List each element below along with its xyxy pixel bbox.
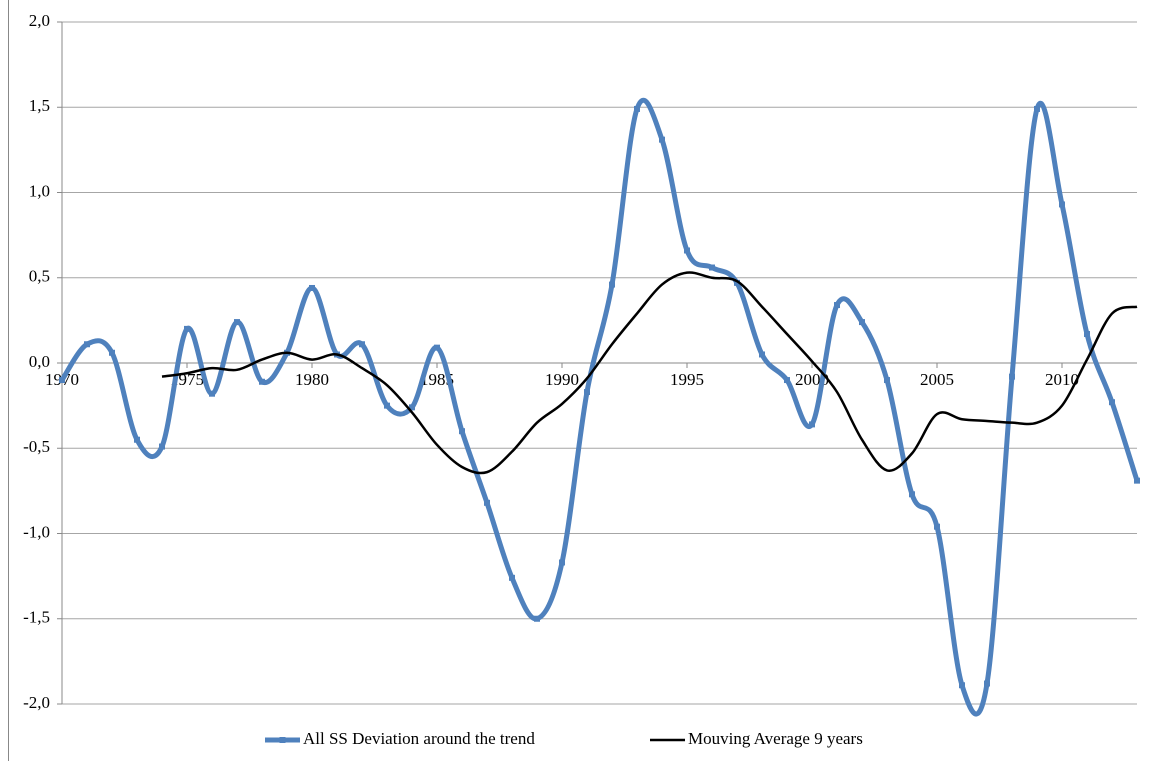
point-marker	[1084, 331, 1090, 338]
point-marker	[1034, 105, 1040, 112]
point-marker	[784, 377, 790, 384]
point-marker	[559, 559, 565, 566]
y-tick-label: -1,5	[23, 608, 50, 627]
y-tick-label: 1,5	[29, 96, 50, 115]
x-tick-label: 1995	[670, 370, 704, 389]
point-marker	[484, 499, 490, 506]
point-marker	[909, 491, 915, 498]
point-marker	[684, 247, 690, 254]
point-marker	[659, 136, 665, 143]
y-tick-label: -0,5	[23, 437, 50, 456]
point-marker	[259, 378, 265, 385]
point-marker	[1059, 201, 1065, 208]
series-line	[59, 97, 1140, 717]
y-tick-label: -2,0	[23, 693, 50, 712]
point-marker	[109, 349, 115, 356]
point-marker	[709, 264, 715, 271]
point-marker	[884, 377, 890, 384]
point-marker	[384, 402, 390, 409]
series-line	[161, 271, 1138, 475]
point-marker	[459, 428, 465, 435]
point-marker	[184, 325, 190, 332]
point-marker	[209, 390, 215, 397]
point-marker	[959, 682, 965, 689]
point-marker	[509, 574, 515, 581]
legend-marker	[279, 737, 286, 743]
point-marker	[1109, 399, 1115, 406]
legend-label: Mouving Average 9 years	[688, 729, 863, 748]
point-marker	[1134, 477, 1140, 484]
y-tick-label: 2,0	[29, 11, 50, 30]
point-marker	[584, 388, 590, 395]
point-marker	[634, 105, 640, 112]
point-marker	[359, 341, 365, 348]
point-marker	[234, 319, 240, 326]
x-tick-label: 2010	[1045, 370, 1079, 389]
point-marker	[934, 523, 940, 530]
point-marker	[59, 377, 65, 384]
point-marker	[859, 319, 865, 326]
y-tick-label: 0,5	[29, 267, 50, 286]
y-tick-label: -1,0	[23, 522, 50, 541]
point-marker	[84, 341, 90, 348]
point-marker	[134, 436, 140, 443]
point-marker	[809, 421, 815, 428]
point-marker	[734, 279, 740, 286]
point-marker	[434, 344, 440, 351]
point-marker	[534, 615, 540, 622]
x-tick-label: 2005	[920, 370, 954, 389]
point-marker	[834, 302, 840, 309]
x-tick-label: 1990	[545, 370, 579, 389]
y-tick-label: 1,0	[29, 181, 50, 200]
point-marker	[159, 443, 165, 450]
point-marker	[759, 351, 765, 358]
y-tick-label: 0,0	[29, 352, 50, 371]
point-marker	[409, 404, 415, 411]
point-marker	[1009, 373, 1015, 380]
x-tick-label: 1980	[295, 370, 329, 389]
point-marker	[609, 281, 615, 288]
point-marker	[309, 284, 315, 291]
legend-label: All SS Deviation around the trend	[303, 729, 535, 748]
point-marker	[984, 680, 990, 687]
